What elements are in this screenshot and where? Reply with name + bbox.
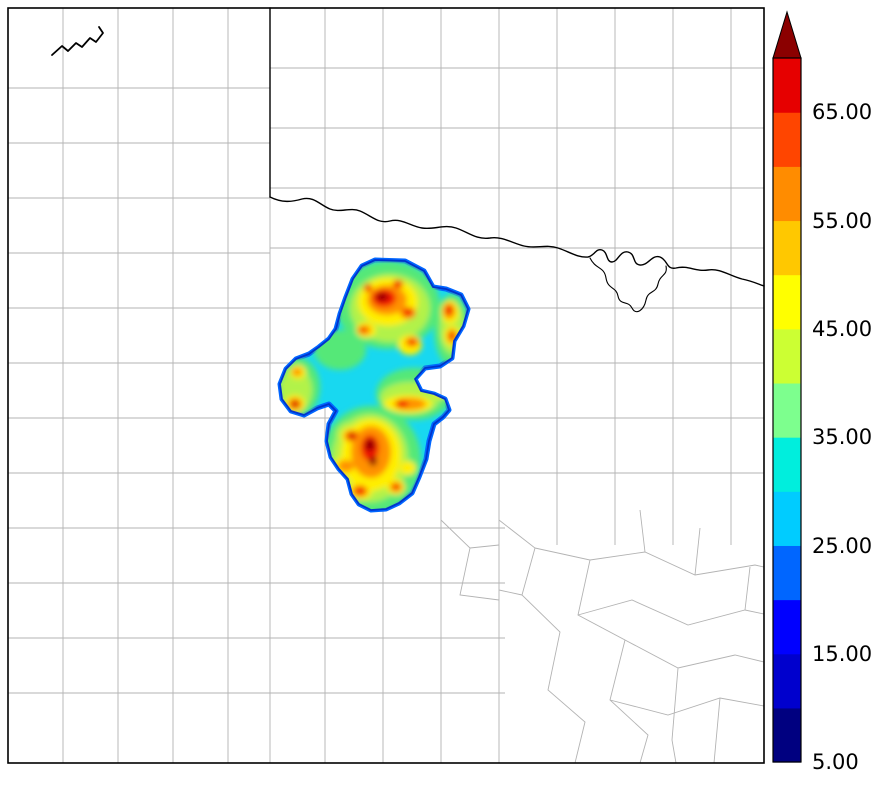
red-river-border (269, 196, 765, 287)
colorbar-tick-55: 55.00 (812, 209, 872, 233)
county-grid-central-horizontal (270, 67, 764, 694)
river-meander-loops (589, 257, 667, 313)
colorbar-tick-45: 45.00 (812, 317, 872, 341)
colorbar-arrow (772, 10, 802, 59)
colorbar-frame (772, 57, 802, 763)
echo-region (272, 260, 470, 514)
colorbar: 65.00 55.00 45.00 35.00 25.00 15.00 5.00 (772, 10, 872, 774)
county-grid-west-vertical (62, 8, 229, 763)
state-border (51, 7, 765, 313)
colorbar-tick-15: 15.00 (812, 642, 872, 666)
panhandle-river-squiggle (51, 26, 104, 56)
colorbar-tick-35: 35.00 (812, 425, 872, 449)
map-frame (7, 7, 765, 764)
colorbar-gradient (773, 58, 801, 763)
county-grid-west-horizontal (8, 87, 270, 694)
colorbar-tick-25: 25.00 (812, 534, 872, 558)
colorbar-tick-labels: 65.00 55.00 45.00 35.00 25.00 15.00 5.00 (812, 100, 872, 774)
colorbar-tick-5: 5.00 (812, 750, 859, 774)
colorbar-tick-65: 65.00 (812, 100, 872, 124)
county-irregular-southeast (440, 509, 765, 764)
